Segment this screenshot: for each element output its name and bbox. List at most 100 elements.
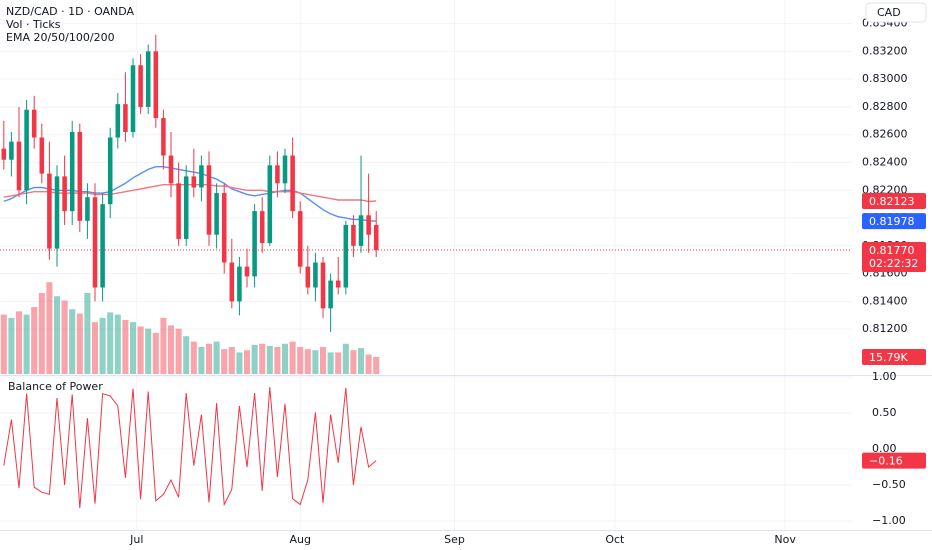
ema-price-box (862, 213, 926, 230)
candle-body (16, 141, 22, 191)
last-price-box (862, 242, 926, 272)
currency-button[interactable] (865, 2, 927, 23)
volume-bar (319, 347, 327, 374)
candle-body (191, 176, 197, 188)
candle-body (320, 262, 326, 309)
candle-body (24, 109, 29, 191)
ema-price-label: 0.82123 (869, 195, 915, 208)
candle-body (229, 262, 235, 302)
volume-bar (213, 341, 220, 374)
volume-bar (327, 352, 334, 374)
volume-bar (53, 296, 61, 374)
last-price-label: 0.81770 (869, 244, 915, 257)
candle-body (237, 266, 242, 302)
volume-bar (190, 341, 197, 374)
volume-bar (122, 320, 129, 374)
candle-body (199, 165, 204, 188)
volume-bar (236, 352, 243, 374)
volume-bar (0, 314, 7, 374)
volume-bar (312, 350, 319, 374)
candle-body (92, 197, 98, 288)
y-tick-label: −1.00 (872, 514, 906, 527)
symbol-title: NZD/CAD · 1D · OANDA (6, 5, 135, 18)
candle-body (1, 148, 7, 160)
volume-bar (114, 314, 121, 374)
volume-bar (91, 322, 99, 374)
volume-bar (205, 343, 213, 374)
volume-bar (69, 309, 76, 374)
candle-body (297, 211, 303, 267)
volume-bar (76, 313, 83, 374)
countdown-label: 02:22:32 (869, 257, 918, 270)
volume-bar (297, 347, 304, 374)
currency-label[interactable]: CAD (877, 6, 901, 19)
volume-bar (46, 282, 53, 374)
candle-body (343, 225, 349, 288)
candle-body (290, 155, 295, 212)
y-tick-label: 0.82600 (862, 128, 908, 141)
volume-bar (342, 343, 349, 374)
ema-price-box (862, 192, 926, 209)
volume-bar (221, 349, 228, 374)
candle-body (183, 176, 189, 239)
candle-body (161, 118, 166, 156)
y-tick-label: 0.81400 (862, 294, 908, 307)
candle-body (244, 266, 250, 277)
x-tick-label: Nov (774, 533, 796, 546)
volume-bar (99, 317, 106, 374)
candle-body (168, 155, 174, 184)
candle-body (39, 137, 45, 174)
volume-bar (15, 311, 23, 374)
volume-bar (61, 300, 68, 374)
volume-bar (243, 350, 251, 374)
candle-body (206, 165, 212, 235)
volume-bar (31, 307, 38, 374)
candle-body (313, 262, 318, 288)
candle-body (123, 104, 128, 132)
candle-body (373, 225, 379, 250)
candle-body (85, 197, 90, 221)
bop-line (3, 387, 377, 509)
bop-title: Balance of Power (8, 380, 103, 393)
volume-bar (107, 312, 114, 374)
volume-bar (259, 343, 266, 374)
y-tick-label: 0.50 (872, 406, 897, 419)
bop-box (862, 452, 926, 469)
marks (0, 34, 852, 509)
volume-bar (23, 314, 30, 374)
volume-bar (335, 352, 342, 374)
volume-bar (198, 347, 205, 374)
volume-bar (152, 332, 159, 374)
candle-body (176, 183, 181, 239)
ema-price-label: 0.81978 (869, 215, 915, 228)
candle-body (221, 193, 227, 263)
volume-bar (137, 326, 144, 374)
volume-bar (373, 356, 380, 374)
candle-body (328, 280, 333, 309)
y-tick-label: 1.00 (872, 370, 897, 383)
x-tick-label: Jul (129, 533, 143, 546)
candle-body (138, 65, 143, 107)
candle-body (259, 211, 265, 244)
candle-body (130, 65, 136, 132)
volume-bar (160, 317, 167, 374)
x-tick-label: Oct (605, 533, 625, 546)
candle-body (153, 51, 159, 119)
candle-body (335, 280, 341, 288)
y-tick-label: 0.00 (872, 442, 897, 455)
volume-bar (357, 348, 365, 374)
y-tick-label: 0.81200 (862, 322, 908, 335)
volume-bar (38, 293, 45, 374)
candle-body (107, 137, 113, 205)
candle-body (100, 204, 105, 288)
volume-bar (228, 347, 235, 374)
y-tick-label: 0.83000 (862, 72, 908, 85)
candle-body (282, 155, 288, 184)
candle-body (115, 104, 121, 138)
candle-body (54, 176, 60, 249)
x-tick-label: Aug (289, 533, 310, 546)
candle-body (62, 176, 67, 212)
volume-bar (365, 354, 372, 374)
volume-bar (183, 336, 190, 374)
y-tick-label: 0.82400 (862, 156, 908, 169)
